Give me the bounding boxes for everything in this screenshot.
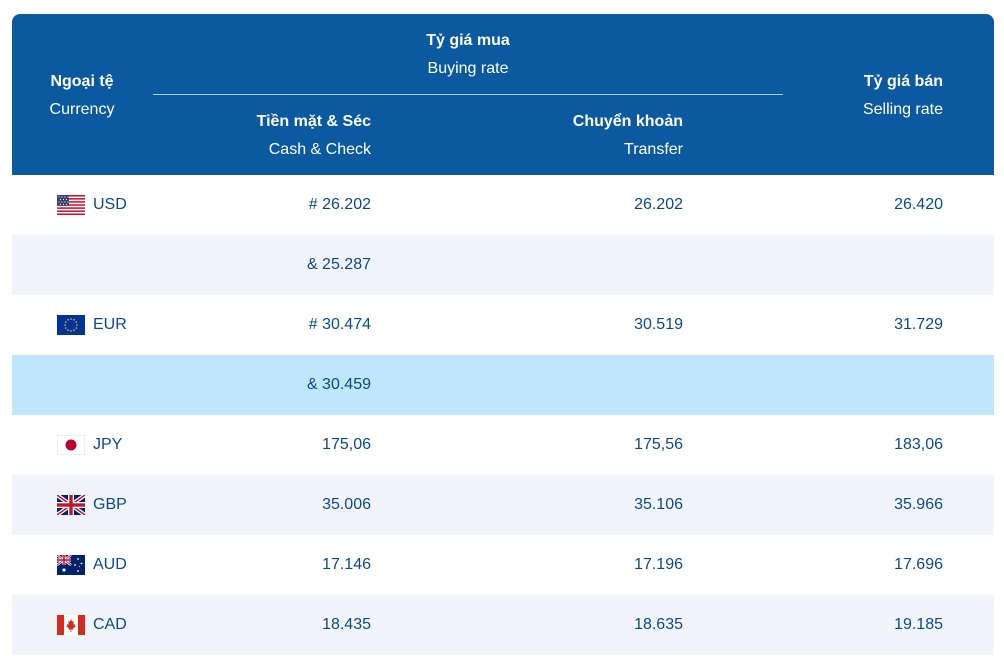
- ca-flag-icon: [57, 615, 85, 635]
- us-flag-icon: [57, 195, 85, 215]
- selling-rate: 183,06: [894, 436, 943, 453]
- currency-cell: EUR: [57, 295, 127, 355]
- cash-header-en: Cash & Check: [268, 141, 371, 158]
- currency-code: USD: [93, 196, 127, 213]
- uk-flag-icon: [57, 495, 85, 515]
- table-row: AUD 17.146 17.196 17.696: [12, 535, 994, 595]
- selling-rate: 26.420: [894, 196, 943, 213]
- currency-cell: USD: [57, 175, 127, 235]
- buying-rate-header-vi: Tỷ giá mua: [426, 32, 510, 49]
- currency-code: JPY: [93, 436, 123, 453]
- header-divider: [153, 94, 783, 95]
- selling-rate-header-en: Selling rate: [862, 101, 943, 118]
- buying-rate-header-en: Buying rate: [427, 60, 509, 77]
- table-row: EUR # 30.474 30.519 31.729: [12, 295, 994, 355]
- table-row-highlighted: & 30.459: [12, 355, 994, 415]
- cash-rate: & 25.287: [306, 256, 371, 273]
- currency-cell: AUD: [57, 535, 127, 595]
- selling-rate: 35.966: [894, 496, 943, 513]
- cash-rate: 18.435: [322, 616, 371, 633]
- transfer-rate: 17.196: [634, 556, 683, 573]
- selling-rate-header-vi: Tỷ giá bán: [863, 73, 943, 90]
- au-flag-icon: [57, 555, 85, 575]
- jp-flag-icon: [57, 435, 85, 455]
- transfer-header-en: Transfer: [624, 141, 683, 158]
- currency-code: EUR: [93, 316, 127, 333]
- transfer-rate: 30.519: [634, 316, 683, 333]
- transfer-rate: 35.106: [634, 496, 683, 513]
- table-row: & 25.287: [12, 235, 994, 295]
- table-header: Ngoại tệ Currency Tỷ giá mua Buying rate…: [12, 14, 994, 175]
- selling-rate: 31.729: [894, 316, 943, 333]
- cash-rate: 175,06: [322, 436, 371, 453]
- currency-code: GBP: [93, 496, 127, 513]
- cash-rate: 35.006: [322, 496, 371, 513]
- transfer-rate: 175,56: [634, 436, 683, 453]
- transfer-rate: 26.202: [634, 196, 683, 213]
- currency-cell: JPY: [57, 415, 122, 475]
- cash-rate: # 26.202: [308, 196, 371, 213]
- table-row: JPY 175,06 175,56 183,06: [12, 415, 994, 475]
- exchange-rate-table: Ngoại tệ Currency Tỷ giá mua Buying rate…: [12, 14, 994, 656]
- currency-code: CAD: [93, 616, 127, 633]
- table-row: CAD 18.435 18.635 19.185: [12, 595, 994, 655]
- currency-header-vi: Ngoại tệ: [50, 73, 114, 90]
- table-row: GBP 35.006 35.106 35.966: [12, 475, 994, 535]
- currency-cell: GBP: [57, 475, 127, 535]
- cash-rate: & 30.459: [306, 376, 371, 393]
- selling-rate: 19.185: [894, 616, 943, 633]
- currency-cell: CAD: [57, 595, 127, 655]
- currency-code: AUD: [93, 556, 127, 573]
- selling-rate: 17.696: [894, 556, 943, 573]
- cash-header-vi: Tiền mặt & Séc: [256, 113, 371, 130]
- eu-flag-icon: [57, 315, 85, 335]
- table-row: USD # 26.202 26.202 26.420: [12, 175, 994, 235]
- currency-header-en: Currency: [49, 101, 115, 118]
- transfer-rate: 18.635: [634, 616, 683, 633]
- cash-rate: 17.146: [322, 556, 371, 573]
- transfer-header-vi: Chuyển khoản: [572, 113, 683, 130]
- cash-rate: # 30.474: [308, 316, 371, 333]
